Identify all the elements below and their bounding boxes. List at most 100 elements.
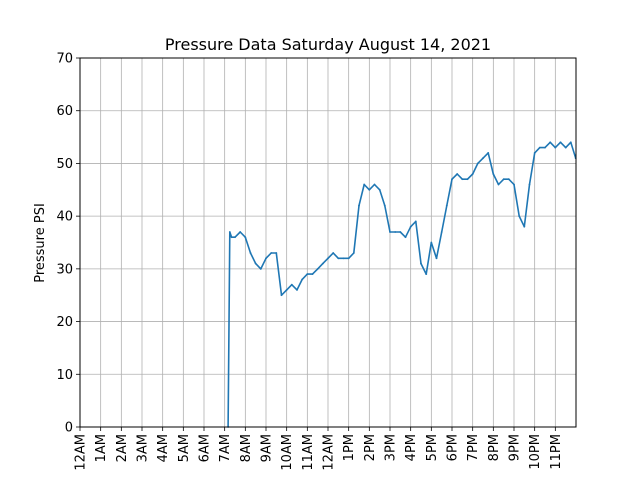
data-point bbox=[230, 236, 233, 239]
data-point bbox=[358, 204, 360, 207]
data-point bbox=[544, 146, 546, 149]
data-point bbox=[487, 152, 490, 154]
y-tick-label: 10 bbox=[56, 368, 73, 383]
data-point bbox=[554, 146, 557, 149]
y-tick-label: 40 bbox=[56, 210, 73, 225]
data-point bbox=[466, 178, 469, 181]
data-point bbox=[471, 173, 474, 175]
x-tick-label: 8PM bbox=[487, 434, 502, 461]
data-point bbox=[564, 146, 567, 149]
data-point bbox=[265, 257, 267, 260]
y-tick-label: 50 bbox=[56, 157, 73, 172]
data-point bbox=[332, 252, 335, 254]
x-tick-label: 7PM bbox=[466, 434, 481, 461]
x-tick-label: 7AM bbox=[218, 434, 233, 462]
x-tick-label: 3AM bbox=[136, 434, 151, 462]
data-point bbox=[316, 268, 319, 270]
x-tick-label: 8AM bbox=[239, 434, 254, 462]
x-tick-label: 10AM bbox=[280, 434, 295, 471]
x-tick-label: 2PM bbox=[363, 434, 378, 461]
data-point bbox=[337, 257, 340, 260]
data-point bbox=[280, 294, 283, 297]
data-point bbox=[389, 231, 391, 233]
x-tick-label: 1PM bbox=[342, 434, 357, 461]
data-point bbox=[244, 236, 247, 239]
y-tick-label: 70 bbox=[56, 52, 73, 67]
data-point bbox=[321, 262, 324, 265]
data-point bbox=[492, 173, 495, 175]
data-point bbox=[569, 141, 572, 144]
y-tick-label: 0 bbox=[65, 421, 73, 436]
data-point bbox=[533, 152, 536, 154]
x-axis-ticks: 12AM 1AM 2AM 3AM 4AM 5AM 6AM 7AM 8AM 9AM 10AM 11AM 1… bbox=[74, 427, 564, 471]
data-point bbox=[378, 188, 381, 191]
data-point bbox=[270, 252, 273, 254]
data-point bbox=[445, 204, 448, 207]
data-point bbox=[234, 236, 236, 239]
data-point bbox=[528, 183, 531, 186]
data-point bbox=[301, 278, 304, 281]
data-point bbox=[228, 231, 231, 233]
data-point bbox=[476, 162, 479, 165]
data-point bbox=[518, 215, 521, 218]
data-point bbox=[451, 178, 453, 181]
data-point bbox=[430, 241, 433, 244]
data-point bbox=[440, 231, 443, 233]
data-point bbox=[275, 252, 278, 254]
data-point bbox=[409, 225, 412, 228]
data-point bbox=[342, 257, 345, 260]
x-tick-label: 4AM bbox=[156, 434, 171, 462]
x-tick-label: 4PM bbox=[404, 434, 419, 461]
data-point bbox=[420, 262, 422, 265]
y-tick-label: 30 bbox=[56, 262, 73, 277]
data-point bbox=[327, 257, 329, 260]
x-tick-label: 11PM bbox=[549, 434, 564, 470]
data-point bbox=[497, 183, 500, 186]
data-point bbox=[456, 173, 459, 175]
data-series bbox=[227, 141, 577, 428]
data-point bbox=[513, 183, 515, 186]
data-point bbox=[435, 257, 438, 260]
data-point bbox=[347, 257, 350, 260]
x-tick-label: 12AM bbox=[74, 434, 89, 471]
chart-title: Pressure Data Saturday August 14, 2021 bbox=[165, 35, 491, 54]
x-tick-label: 11AM bbox=[301, 434, 316, 471]
data-point bbox=[482, 157, 484, 160]
data-point bbox=[549, 141, 552, 144]
x-tick-label: 5AM bbox=[177, 434, 192, 462]
y-axis-label: Pressure PSI bbox=[33, 203, 48, 283]
y-axis-ticks: 0 10 20 30 40 50 60 70 bbox=[56, 52, 80, 436]
data-point bbox=[414, 220, 417, 223]
data-point bbox=[285, 289, 288, 291]
data-point bbox=[507, 178, 510, 181]
x-tick-label: 5PM bbox=[425, 434, 440, 461]
data-point bbox=[559, 141, 562, 144]
y-tick-label: 20 bbox=[56, 315, 73, 330]
x-tick-label: 6PM bbox=[446, 434, 461, 461]
x-tick-label: 3PM bbox=[384, 434, 399, 461]
data-point bbox=[259, 268, 262, 270]
pressure-line bbox=[227, 141, 577, 428]
data-point bbox=[394, 231, 397, 233]
data-point bbox=[538, 146, 541, 149]
data-point bbox=[404, 236, 407, 239]
data-point bbox=[363, 183, 366, 186]
x-tick-label: 9PM bbox=[508, 434, 523, 461]
data-point bbox=[502, 178, 505, 181]
data-point bbox=[311, 273, 314, 275]
x-tick-label: 1AM bbox=[94, 434, 109, 462]
data-point bbox=[399, 231, 402, 233]
x-tick-label: 12AM bbox=[322, 434, 337, 471]
data-point bbox=[306, 273, 309, 275]
data-point bbox=[373, 183, 376, 186]
x-tick-label: 9AM bbox=[260, 434, 275, 462]
data-point bbox=[296, 289, 298, 291]
data-point bbox=[425, 273, 428, 275]
x-tick-label: 10PM bbox=[528, 434, 543, 470]
data-point bbox=[254, 262, 257, 265]
data-point bbox=[461, 178, 464, 181]
x-tick-label: 2AM bbox=[115, 434, 130, 462]
x-tick-label: 6AM bbox=[198, 434, 213, 462]
